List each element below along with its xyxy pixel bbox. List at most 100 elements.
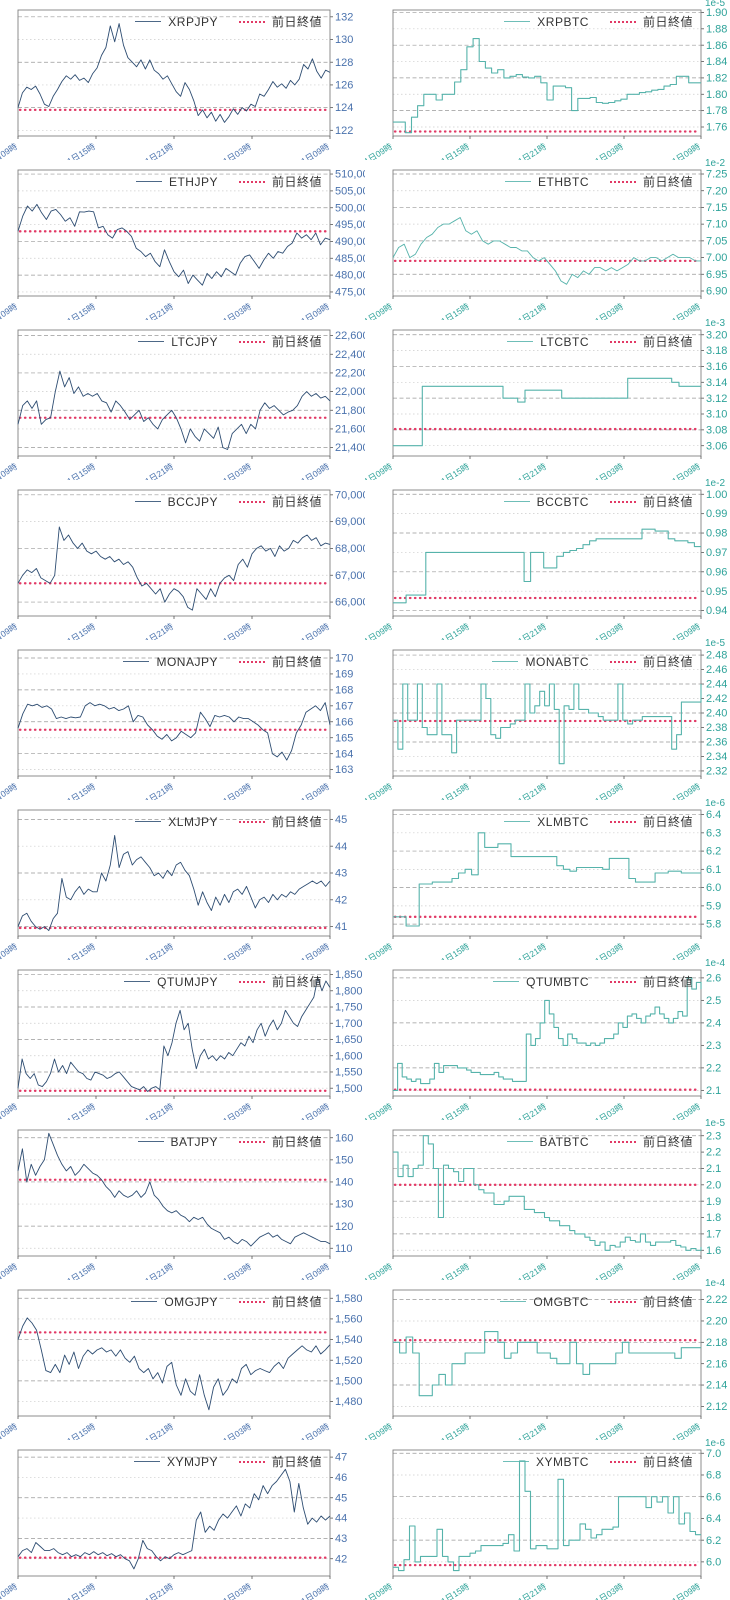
y-tick-label: 22,400 [335,349,365,361]
price-series-line [17,835,331,932]
series-line-sample-icon [504,181,531,182]
y-tick-label: 495,000 [335,219,365,231]
y-tick-label: 130 [335,1199,353,1211]
y-tick-label: 0.99 [706,508,727,520]
chart-XRPBTC: 1.76 1.78 1.80 1.82 1.84 1.86 1.88 1.90 31日09時 31… [365,0,730,160]
price-chart-canvas: 42 43 44 45 46 47 31日09時 31日15時 31日21時 01日03時 01日0… [0,1449,347,1600]
prev-close-dotted-sample-icon [609,660,636,663]
x-tick-label: 31日21時 [139,1261,175,1280]
x-tick-label: 01日09時 [295,1261,331,1280]
series-label: QTUMBTC [526,974,589,989]
prev-close-dotted-sample-icon [238,340,265,343]
y-tick-label: 1,700 [335,1018,363,1030]
y-tick-label: 2.46 [706,664,727,676]
chart-BATJPY: 110 120 130 140 150 160 31日09時 31日15時 31日21時 01日0… [0,1120,365,1280]
y-tick-label: 167 [335,700,353,712]
y-tick-label: 6.4 [706,1513,721,1525]
chart-legend: XYMJPY 前日終値 [133,1453,322,1470]
y-tick-label: 164 [335,748,353,760]
x-tick-label: 31日09時 [365,141,394,160]
y-tick-label: 1.88 [706,23,727,35]
y-tick-label: 1.82 [706,73,727,85]
y-tick-label: 47 [335,1452,347,1464]
prev-close-label: 前日終値 [271,975,322,989]
x-tick-label: 31日15時 [61,301,97,320]
x-tick-label: 31日15時 [435,621,471,640]
x-tick-label: 31日15時 [61,941,97,960]
price-series-line [17,1317,331,1411]
price-chart-canvas: 0.94 0.95 0.96 0.97 0.98 0.99 1.00 31日09時 31日15時… [365,489,727,640]
y-tick-label: 132 [335,11,353,23]
series-label: MONAJPY [156,654,218,669]
x-tick-label: 31日21時 [139,941,175,960]
series-label: XRPJPY [168,14,218,29]
prev-close-dotted-sample-icon [609,1460,636,1463]
x-tick-label: 01日09時 [295,1101,331,1120]
y-tick-label: 70,000 [335,489,365,501]
y-tick-label: 1,850 [335,969,363,981]
x-tick-label: 31日09時 [0,1101,19,1120]
price-chart-canvas: 2.1 2.2 2.3 2.4 2.5 2.6 31日09時 31日15時 31日21時 01日0… [365,969,721,1120]
x-tick-label: 31日15時 [435,1261,471,1280]
x-tick-label: 31日09時 [0,141,19,160]
price-chart-canvas: 1,500 1,550 1,600 1,650 1,700 1,750 1,800 1,850… [0,969,363,1120]
x-tick-label: 31日09時 [365,1261,394,1280]
y-tick-label: 66,000 [335,597,365,609]
y-axis-exponent-label: 1e-6 [704,798,725,809]
chart-ETHBTC: 6.90 6.95 7.00 7.05 7.10 7.15 7.20 7.25 31日09時 31… [365,158,730,320]
x-tick-label: 31日09時 [0,1261,19,1280]
x-tick-label: 01日09時 [295,141,331,160]
y-tick-label: 2.1 [706,1163,721,1175]
prev-close-label: 前日終値 [271,1455,322,1469]
price-series-line [393,832,701,927]
x-tick-label: 31日15時 [435,1101,471,1120]
x-tick-label: 31日21時 [512,1421,548,1440]
y-tick-label: 22,000 [335,386,365,398]
chart-legend: BCCBTC 前日終値 [503,493,693,510]
y-tick-label: 2.16 [706,1358,727,1370]
y-axis-exponent-label: 1e-4 [704,1278,725,1289]
y-tick-label: 6.0 [706,1556,721,1568]
x-tick-label: 01日09時 [295,1581,331,1600]
y-tick-label: 168 [335,684,353,696]
chart-legend: XRPBTC 前日終値 [504,13,693,30]
y-tick-label: 69,000 [335,516,365,528]
series-line-sample-icon [500,1301,527,1302]
y-tick-label: 22,200 [335,368,365,380]
series-line-sample-icon [492,661,519,662]
y-tick-label: 7.05 [706,235,727,247]
price-series-line [393,377,701,447]
chart-BCCBTC: 0.94 0.95 0.96 0.97 0.98 0.99 1.00 31日09時 31日15時… [365,478,730,640]
x-tick-label: 31日15時 [435,141,471,160]
price-series-line [17,370,331,450]
price-chart-canvas: 1.76 1.78 1.80 1.82 1.84 1.86 1.88 1.90 31日09時 31… [365,7,727,160]
y-tick-label: 44 [335,841,347,853]
series-label: LTCBTC [540,334,589,349]
x-tick-label: 31日09時 [365,1101,394,1120]
price-series-line [17,23,331,123]
x-tick-label: 01日03時 [589,781,625,800]
x-tick-label: 31日09時 [365,781,394,800]
y-tick-label: 1.00 [706,489,727,501]
y-tick-label: 1.84 [706,56,727,68]
x-tick-label: 31日21時 [512,621,548,640]
prev-close-dotted-sample-icon [238,1460,265,1463]
y-tick-label: 510,000 [335,169,365,181]
x-tick-label: 01日09時 [295,301,331,320]
chart-legend: ETHJPY 前日終値 [135,173,322,190]
y-tick-label: 169 [335,669,353,681]
y-tick-label: 140 [335,1177,353,1189]
y-tick-label: 21,600 [335,424,365,436]
y-tick-label: 110 [335,1243,353,1255]
y-tick-label: 2.4 [706,1017,721,1029]
x-tick-label: 31日21時 [139,781,175,800]
chart-QTUMJPY: 1,500 1,550 1,600 1,650 1,700 1,750 1,800 1,850… [0,960,365,1120]
x-tick-label: 01日03時 [217,781,253,800]
y-tick-label: 6.1 [706,864,721,876]
x-tick-label: 01日09時 [295,621,331,640]
x-tick-label: 31日15時 [61,1581,97,1600]
prev-close-dotted-sample-icon [609,20,636,23]
chart-XYMJPY: 42 43 44 45 46 47 31日09時 31日15時 31日21時 01日03時 01日0… [0,1440,365,1600]
y-tick-label: 44 [335,1513,347,1525]
series-line-sample-icon [133,1461,160,1462]
